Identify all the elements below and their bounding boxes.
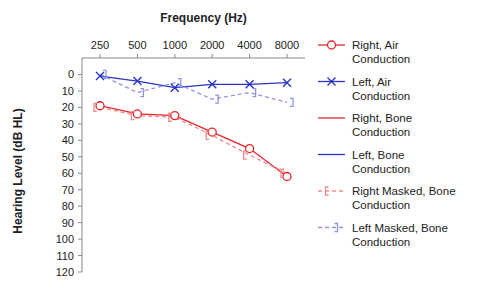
- y-tick-label: 50: [62, 151, 74, 163]
- data-point: [215, 95, 218, 103]
- x-tick: [174, 54, 175, 58]
- y-tick: [78, 74, 82, 75]
- x-tick: [287, 54, 288, 58]
- legend-label: Left, BoneConduction: [352, 149, 410, 175]
- y-tick-label: 40: [62, 134, 74, 146]
- data-point: [96, 102, 104, 110]
- x-axis-line: [82, 58, 305, 59]
- data-point: [103, 70, 106, 78]
- x-tick-label: 250: [91, 39, 109, 51]
- data-point: [140, 89, 143, 97]
- y-tick: [78, 272, 82, 273]
- legend-line: [318, 117, 345, 118]
- legend-label: Left Masked, BoneConduction: [352, 222, 448, 248]
- data-point: [290, 98, 293, 106]
- data-point: [133, 77, 141, 85]
- background: [0, 0, 484, 289]
- data-point: [169, 113, 172, 121]
- legend-line: [318, 227, 345, 228]
- data-point: [171, 112, 179, 120]
- legend-label: Right, BoneConduction: [352, 112, 412, 138]
- data-point: [131, 112, 134, 120]
- y-tick: [78, 206, 82, 207]
- y-tick-label: 100: [56, 233, 74, 245]
- x-tick-label: 8000: [275, 39, 299, 51]
- data-point: [283, 79, 291, 87]
- y-axis-line: [82, 58, 83, 272]
- y-tick: [78, 123, 82, 124]
- y-tick: [78, 239, 82, 240]
- plot-area: [94, 70, 293, 180]
- title: Frequency (Hz): [160, 11, 247, 25]
- y-tick-label: 70: [62, 184, 74, 196]
- y-tick: [78, 173, 82, 174]
- chart: Frequency (Hz) Hearing Level (dB HL) 0 10 20…: [0, 0, 484, 289]
- x-tick-label: 2000: [200, 39, 224, 51]
- data-point: [171, 84, 179, 92]
- legend-label: Right, AirConduction: [352, 39, 410, 65]
- x-tick-label: 500: [128, 39, 146, 51]
- data-point: [246, 80, 254, 88]
- y-tick: [78, 140, 82, 141]
- legend-label: Left, AirConduction: [352, 76, 410, 102]
- y-tick: [78, 156, 82, 157]
- data-point: [244, 151, 247, 159]
- legend-line: [318, 154, 345, 155]
- data-point: [206, 131, 209, 139]
- legend-label: Right Masked, BoneConduction: [352, 185, 456, 211]
- data-point: [94, 103, 97, 111]
- series-line: [100, 106, 287, 177]
- y-tick-label: 20: [62, 101, 74, 113]
- x-tick-label: 4000: [237, 39, 261, 51]
- y-tick-label: 0: [68, 68, 74, 80]
- data-point: [208, 128, 216, 136]
- x-tick: [212, 54, 213, 58]
- data-point: [246, 145, 254, 153]
- y-tick: [78, 90, 82, 91]
- data-point: [283, 173, 291, 181]
- series-line: [100, 74, 287, 102]
- y-tick: [78, 107, 82, 108]
- data-point: [178, 79, 181, 87]
- legend-line: [318, 190, 345, 191]
- y-axis-label: Hearing Level (dB HL): [11, 108, 25, 233]
- y-tick-label: 60: [62, 167, 74, 179]
- y-tick-label: 110: [56, 250, 74, 262]
- data-point: [208, 80, 216, 88]
- data-point: [133, 110, 141, 118]
- legend-marker: [335, 224, 338, 232]
- y-tick-label: 120: [56, 266, 74, 278]
- legend-marker: [326, 187, 329, 195]
- y-tick: [78, 222, 82, 223]
- legend-marker: [328, 41, 336, 49]
- y-tick-label: 90: [62, 217, 74, 229]
- x-tick: [100, 54, 101, 58]
- x-tick: [249, 54, 250, 58]
- y-tick-label: 80: [62, 200, 74, 212]
- data-point: [281, 169, 284, 177]
- data-point: [96, 72, 104, 80]
- x-tick: [137, 54, 138, 58]
- legend-marker: [328, 78, 336, 86]
- y-tick: [78, 189, 82, 190]
- y-tick-label: 10: [62, 85, 74, 97]
- y-tick-label: 30: [62, 118, 74, 130]
- data-point: [253, 89, 256, 97]
- series-line: [100, 76, 287, 88]
- x-tick-label: 1000: [163, 39, 187, 51]
- y-tick: [78, 255, 82, 256]
- series-line: [100, 107, 287, 173]
